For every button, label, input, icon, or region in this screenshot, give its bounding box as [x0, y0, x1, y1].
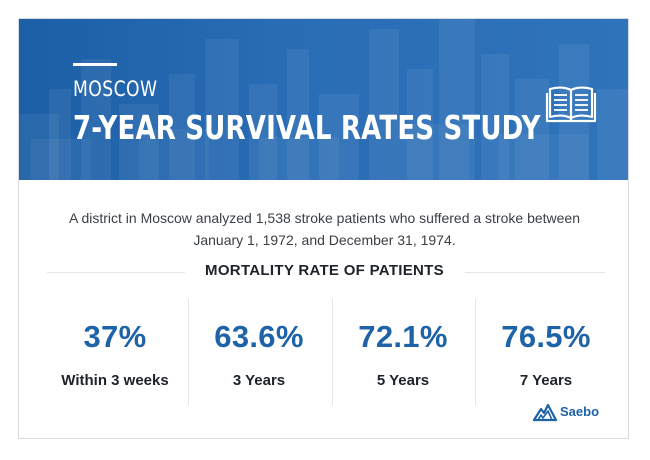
- city-skyline-background: [19, 19, 628, 180]
- stat-label: 5 Years: [376, 372, 430, 389]
- stat-value: 72.1%: [358, 319, 448, 354]
- stat-label: 3 Years: [232, 372, 286, 389]
- stat-divider: [332, 299, 333, 405]
- brand-name: Saebo: [560, 404, 600, 419]
- stat-label: Within 3 weeks: [61, 372, 169, 389]
- mountain-logo-icon: [533, 403, 557, 422]
- section-divider-left: [47, 272, 185, 273]
- header-accent-rule: [73, 63, 117, 66]
- stat-card: 76.5% 7 Years: [476, 297, 616, 405]
- header-city: MOSCOW: [73, 77, 158, 101]
- section-divider-right: [465, 272, 605, 273]
- header-title: 7-YEAR SURVIVAL RATES STUDY: [73, 108, 541, 147]
- stat-label: 7 Years: [519, 372, 573, 389]
- intro-text: A district in Moscow analyzed 1,538 stro…: [39, 207, 610, 251]
- stat-card: 37% Within 3 weeks: [45, 297, 185, 405]
- section-title: MORTALITY RATE OF PATIENTS: [205, 262, 444, 279]
- stat-value: 63.6%: [214, 319, 304, 354]
- intro-line-1: A district in Moscow analyzed 1,538 stro…: [68, 210, 581, 226]
- stats-row: 37% Within 3 weeks 63.6% 3 Years 72.1% 5…: [45, 297, 605, 405]
- intro-line-2: January 1, 1972, and December 31, 1974.: [193, 232, 456, 248]
- infographic-card: MOSCOW 7-YEAR SURVIVAL RATES STUDY A d: [18, 18, 629, 439]
- open-book-icon: [545, 86, 597, 123]
- stat-value: 76.5%: [501, 319, 591, 354]
- stat-card: 63.6% 3 Years: [189, 297, 329, 405]
- header-banner: MOSCOW 7-YEAR SURVIVAL RATES STUDY: [19, 19, 628, 180]
- stat-divider: [475, 299, 476, 405]
- stat-value: 37%: [83, 319, 147, 354]
- stat-divider: [188, 299, 189, 405]
- stat-card: 72.1% 5 Years: [333, 297, 473, 405]
